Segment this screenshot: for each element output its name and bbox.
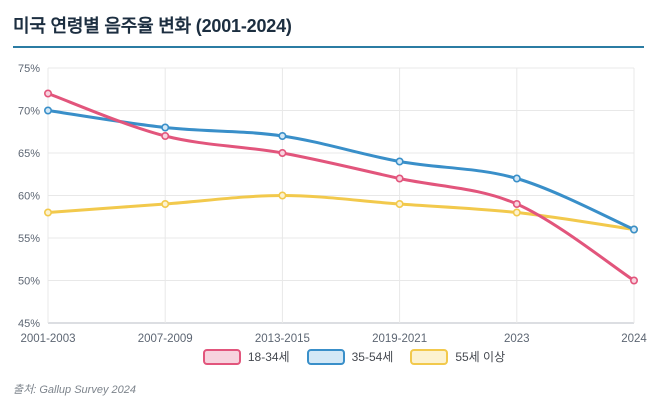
x-tick-label: 2023 [504,333,530,345]
y-tick-label: 70% [18,106,40,118]
chart-canvas: 45% 50% 55% 60% 65% 70% 75% 2001-2003 2007-2009 2… [18,63,647,345]
series-line [46,92,636,282]
title-underline [13,46,644,48]
series-line [46,194,636,231]
x-tick-label: 2001-2003 [21,333,76,345]
y-tick-label: 45% [18,318,40,330]
data-point [161,132,170,141]
x-tick-label: 2024 [621,333,647,345]
legend-item-55plus: 55세 이상 [410,348,505,365]
x-tick-label: 2013-2015 [255,333,310,345]
data-point [161,123,170,132]
legend-swatch-55plus [410,348,449,365]
data-point [395,174,404,183]
legend-label-55plus: 55세 이상 [455,350,506,364]
y-tick-label: 65% [18,148,40,160]
legend: 18-34세 35-54세 55세 이상 [50,348,658,365]
legend-swatch-18-34 [202,348,241,365]
y-tick-label: 50% [18,276,40,288]
data-point [395,157,404,166]
data-point [43,208,52,217]
data-point [512,208,521,217]
data-point [395,200,404,209]
legend-label-18-34: 18-34세 [247,350,290,364]
data-point [278,149,287,158]
y-tick-label: 75% [18,63,40,75]
legend-swatch-35-54 [306,348,345,365]
data-point [43,89,52,98]
data-point [629,276,638,285]
legend-label-35-54: 35-54세 [351,350,394,364]
y-tick-label: 60% [18,191,40,203]
x-tick-label: 2019-2021 [372,333,427,345]
x-tick-label: 2007-2009 [138,333,193,345]
data-point [629,225,638,234]
data-point [512,174,521,183]
chart-title: 미국 연령별 음주율 변화 (2001-2024) [13,16,292,36]
source-note: 출처: Gallup Survey 2024 [13,384,136,396]
series-line [46,109,636,231]
line-chart: 45% 50% 55% 60% 65% 70% 75% 2001-2003 2007-2009 2… [18,63,647,345]
legend-item-35-54: 35-54세 [306,348,394,365]
data-point [161,200,170,209]
y-tick-label: 55% [18,233,40,245]
data-point [43,106,52,115]
data-point [278,191,287,200]
legend-item-18-34: 18-34세 [202,348,290,365]
data-point [512,200,521,209]
data-point [278,132,287,141]
